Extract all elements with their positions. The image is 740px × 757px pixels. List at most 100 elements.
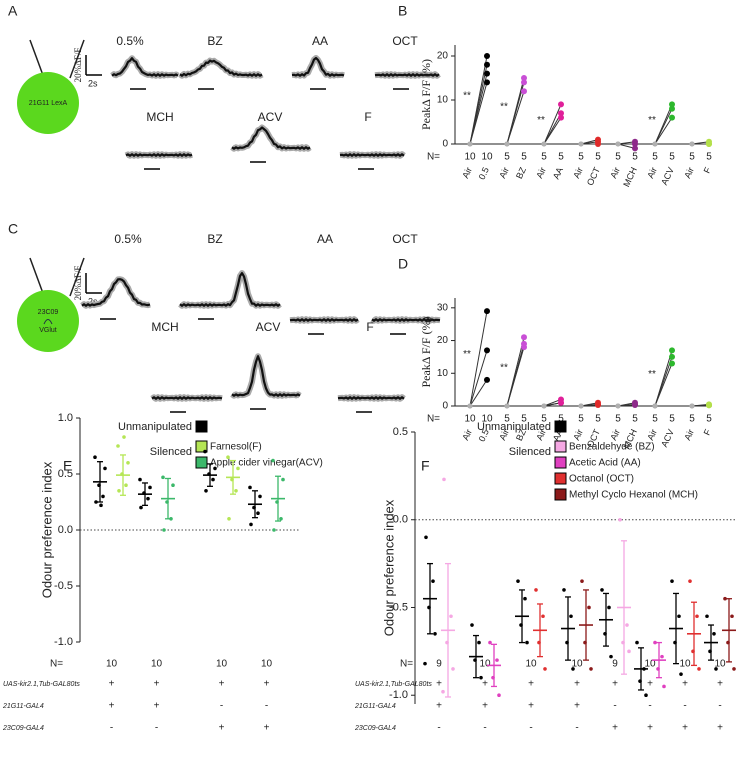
odour-point [706, 402, 712, 409]
data-point [580, 579, 584, 583]
data-point [477, 640, 481, 645]
condition-label: MCH [621, 166, 639, 189]
n-value: 10 [481, 414, 493, 425]
legend-label: Apple cider vinegar(ACV) [210, 458, 323, 469]
n-value: 10 [571, 659, 583, 670]
genotype-sign: - [683, 701, 686, 712]
odour-point [595, 402, 601, 409]
air-point [615, 141, 621, 147]
panel-letter: A [8, 3, 18, 19]
genotype-sign: + [109, 701, 115, 712]
data-point [148, 485, 152, 490]
condition-label: ACV [659, 166, 676, 187]
genotype-row-label: 21G11-GAL4 [354, 703, 396, 710]
y-axis-label: PeakΔ F/F (%) [419, 316, 433, 387]
odour-point [595, 141, 601, 147]
n-value: 5 [504, 414, 510, 425]
odour-point [521, 75, 527, 81]
odour-point [632, 145, 638, 152]
neuron-cluster [17, 290, 79, 352]
air-point [689, 141, 695, 147]
n-value: 10 [644, 659, 656, 670]
scale-y-label: 20%ΔF/F [73, 48, 83, 83]
odour-point [632, 138, 638, 145]
data-point [534, 588, 538, 592]
y-tick-label: -1.0 [54, 636, 73, 648]
significance: ** [500, 102, 508, 113]
data-point [117, 489, 121, 493]
genotype-sign: - [110, 723, 113, 734]
data-point [451, 667, 455, 671]
significance: ** [463, 91, 471, 102]
funnel [29, 39, 45, 79]
n-value: 5 [615, 152, 621, 163]
pair-line [469, 311, 488, 407]
data-point [697, 667, 701, 671]
legend-swatch [195, 440, 208, 453]
genotype-row-label: 21G11-GAL4 [2, 703, 44, 710]
y-axis-label: Odour preference index [381, 499, 396, 636]
air-point [652, 403, 658, 409]
genotype-sign: - [575, 723, 578, 734]
n-value: 5 [652, 152, 658, 163]
panel-letter: C [8, 221, 18, 237]
pair-line [469, 379, 488, 407]
air-point [615, 403, 621, 409]
odour-point [669, 114, 675, 121]
data-point [139, 505, 143, 510]
trace-sem [178, 270, 282, 309]
genotype-sign: + [528, 701, 534, 712]
data-point [248, 485, 252, 490]
genotype-sign: - [437, 723, 440, 734]
n-label: N= [427, 414, 440, 425]
data-point [600, 588, 604, 592]
data-point [271, 458, 275, 463]
genotype-sign: - [265, 701, 268, 712]
data-point [705, 614, 709, 619]
genotype-label: 21G11 LexA [29, 100, 68, 107]
data-point [541, 614, 545, 619]
n-value: 9 [436, 659, 442, 670]
n-value: 5 [541, 414, 547, 425]
y-tick-label: 0.5 [58, 468, 73, 480]
n-value: 10 [679, 659, 691, 670]
data-point [279, 517, 283, 521]
n-value: 10 [216, 659, 228, 670]
data-point [714, 667, 718, 671]
odour-label: ACV [258, 110, 283, 124]
genotype-sign: + [717, 679, 723, 690]
scale-x-label: 2s [88, 296, 98, 306]
odour-point [484, 308, 490, 315]
n-value: 5 [706, 152, 712, 163]
data-point [495, 658, 499, 662]
significance: ** [463, 349, 471, 360]
data-point [236, 466, 240, 471]
genotype-sign: + [528, 679, 534, 690]
pair-line [469, 55, 488, 145]
trace-mean [81, 278, 151, 307]
data-point [516, 579, 520, 583]
trace-mean [231, 126, 311, 150]
odour-label: 0.5% [114, 232, 142, 246]
condition-label: Air [608, 166, 622, 180]
data-point [523, 596, 527, 601]
funnel [69, 39, 85, 79]
odour-label: BZ [207, 232, 222, 246]
genotype-row-label: 23C09-GAL4 [2, 725, 44, 732]
y-tick-label: 20 [437, 51, 449, 62]
air-point [467, 403, 473, 409]
odour-label: 0.5% [116, 34, 144, 48]
genotype-sign: + [264, 723, 270, 734]
y-tick-label: 10 [437, 95, 449, 106]
y-axis-label: PeakΔ F/F (%) [419, 59, 433, 130]
legend-label: Benzaldehyde (BZ) [569, 442, 655, 453]
data-point [203, 449, 207, 454]
y-tick-label: 0.5 [393, 426, 408, 438]
odour-point [669, 347, 675, 354]
odour-point [669, 360, 675, 367]
condition-label: Air [460, 166, 474, 180]
odour-label: F [364, 110, 371, 124]
n-value: 5 [669, 152, 675, 163]
condition-label: F [702, 165, 714, 175]
